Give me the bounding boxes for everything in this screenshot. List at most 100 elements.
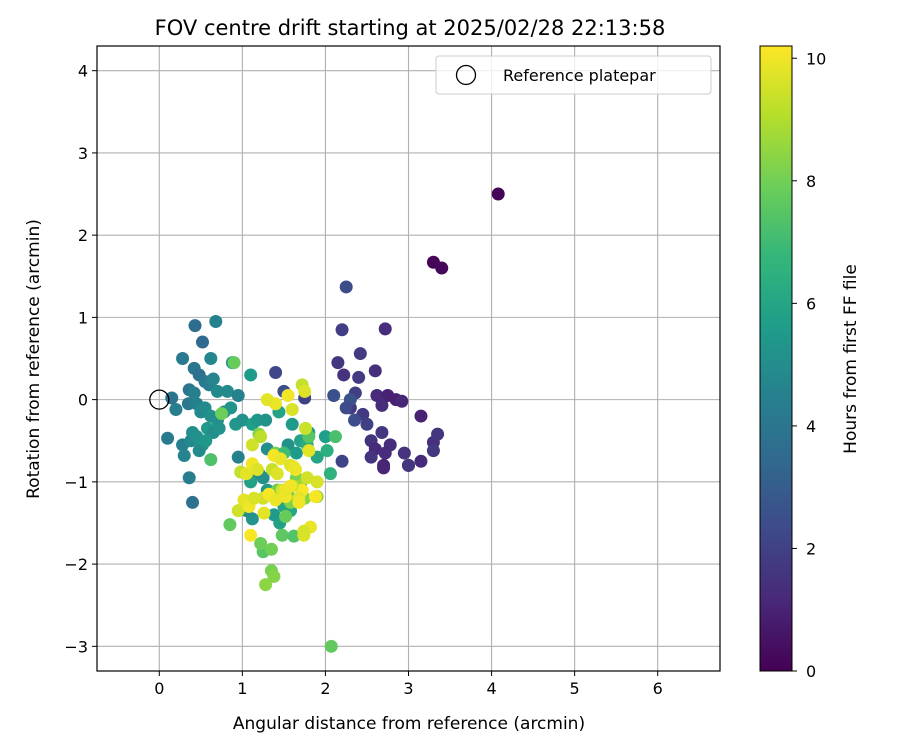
data-point xyxy=(204,453,218,467)
x-tick-label: 5 xyxy=(570,679,580,698)
colorbar-tick-label: 6 xyxy=(806,294,816,313)
data-point xyxy=(414,409,428,423)
data-point xyxy=(269,365,283,379)
x-tick-label: 2 xyxy=(320,679,330,698)
data-point xyxy=(240,467,254,481)
data-point xyxy=(285,402,299,416)
data-point xyxy=(244,528,258,542)
data-point xyxy=(227,356,241,370)
data-point xyxy=(378,322,392,336)
x-tick-label: 0 xyxy=(154,679,164,698)
data-point xyxy=(279,509,293,523)
data-point xyxy=(364,450,378,464)
data-point xyxy=(267,569,281,583)
data-point xyxy=(360,417,374,431)
data-point xyxy=(275,528,289,542)
data-point xyxy=(281,389,295,403)
data-point xyxy=(188,319,202,333)
data-point xyxy=(328,430,342,444)
y-tick-label: 0 xyxy=(78,391,88,410)
data-point xyxy=(324,639,338,653)
data-point xyxy=(414,454,428,468)
data-point xyxy=(235,413,249,427)
data-point xyxy=(377,461,391,475)
data-point xyxy=(402,458,415,472)
data-point xyxy=(206,372,220,386)
data-point xyxy=(353,347,367,361)
data-point xyxy=(298,421,312,435)
data-point xyxy=(320,444,334,458)
data-point xyxy=(259,578,273,592)
data-point xyxy=(287,529,301,543)
data-point xyxy=(244,368,258,382)
colorbar: 0 2 4 6 8 10 Hours from first FF file xyxy=(759,45,861,681)
data-point xyxy=(297,524,311,538)
colorbar-tick-label: 10 xyxy=(806,49,826,68)
data-point xyxy=(169,402,183,416)
data-point xyxy=(231,389,245,403)
y-tick-label: 3 xyxy=(78,144,88,163)
y-tick-label: 1 xyxy=(78,308,88,327)
data-point xyxy=(267,508,281,522)
colorbar-gradient xyxy=(759,45,793,672)
data-point xyxy=(231,504,245,518)
data-point xyxy=(308,490,322,504)
x-tick-label: 1 xyxy=(237,679,247,698)
data-point xyxy=(327,389,341,403)
data-point xyxy=(212,421,226,435)
data-point xyxy=(270,467,284,481)
data-point xyxy=(177,449,191,463)
data-point xyxy=(378,446,392,460)
data-point xyxy=(323,467,337,481)
data-point xyxy=(300,471,314,485)
y-tick-label: 4 xyxy=(78,62,88,81)
data-point xyxy=(426,444,440,458)
y-tick-label: −3 xyxy=(64,637,88,656)
data-point xyxy=(337,368,351,382)
data-point xyxy=(285,417,299,431)
data-point xyxy=(250,463,264,477)
data-point xyxy=(395,394,409,408)
data-point xyxy=(375,426,389,440)
x-axis-ticks: 0 1 2 3 4 5 6 xyxy=(154,671,663,698)
data-point xyxy=(182,471,196,485)
chart-title: FOV centre drift starting at 2025/02/28 … xyxy=(155,16,666,40)
y-tick-label: 2 xyxy=(78,226,88,245)
data-point xyxy=(210,384,224,398)
data-point xyxy=(274,452,288,466)
data-point xyxy=(176,352,190,365)
x-tick-label: 3 xyxy=(403,679,413,698)
reference-marker-layer xyxy=(149,389,170,410)
y-axis-ticks: −3 −2 −1 0 1 2 3 4 xyxy=(64,62,97,656)
data-point xyxy=(435,261,449,275)
data-point xyxy=(310,475,324,489)
data-point xyxy=(352,370,366,384)
data-point xyxy=(254,537,268,551)
data-point xyxy=(302,444,316,458)
data-point xyxy=(204,352,218,365)
data-point xyxy=(287,460,301,474)
data-point xyxy=(260,393,274,407)
data-point xyxy=(254,430,268,444)
y-tick-label: −2 xyxy=(64,555,88,574)
data-point xyxy=(269,493,283,507)
data-point xyxy=(370,389,384,403)
colorbar-tick-label: 0 xyxy=(806,662,816,681)
reference-platepar-marker xyxy=(149,389,170,410)
data-point xyxy=(284,479,298,493)
y-tick-label: −1 xyxy=(64,473,88,492)
legend-box xyxy=(435,55,712,95)
data-point xyxy=(215,407,229,421)
data-point xyxy=(331,356,345,370)
data-point xyxy=(199,434,213,448)
legend-entry-label: Reference platepar xyxy=(503,66,656,85)
data-point xyxy=(209,314,223,328)
x-tick-label: 6 xyxy=(653,679,663,698)
data-point xyxy=(259,413,273,427)
data-point xyxy=(161,431,175,445)
data-point xyxy=(318,430,332,444)
grid-lines xyxy=(97,46,720,671)
legend-marker-icon xyxy=(455,64,477,86)
x-tick-label: 4 xyxy=(486,679,496,698)
